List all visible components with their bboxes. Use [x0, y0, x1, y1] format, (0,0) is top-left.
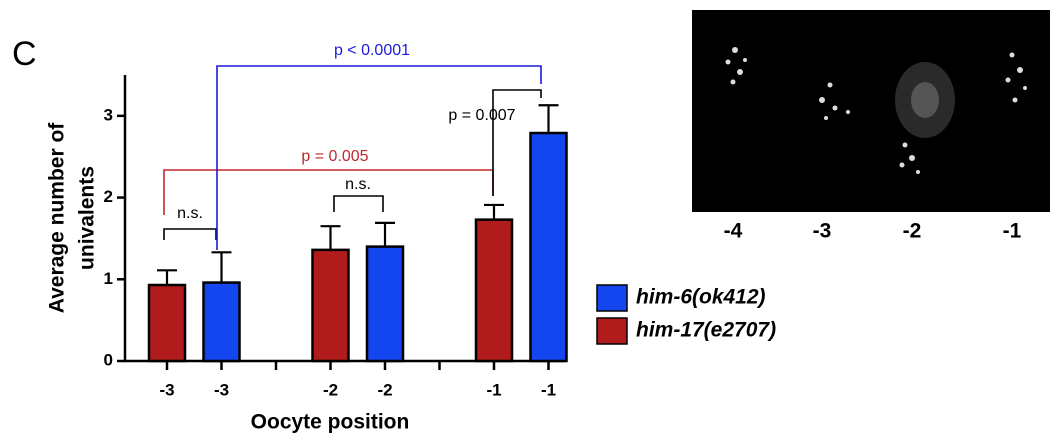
legend-label: him-6(ok412) [636, 286, 766, 309]
x-tick-label: -1 [541, 380, 556, 399]
annotation: p = 0.005 [301, 148, 368, 165]
microscopy-image [692, 10, 1050, 212]
bar [204, 283, 240, 361]
y-tick-label: 2 [104, 187, 113, 206]
bracket [334, 196, 383, 212]
y-tick-label: 3 [104, 105, 113, 124]
legend-label: him-17(e2707) [636, 319, 776, 342]
figure: C 0 1 2 3 -3 -3 -2 -2 -1 -1 Oocyte position Average… [0, 0, 1064, 438]
x-tick-label: -3 [159, 380, 174, 399]
legend-swatch [597, 318, 627, 344]
x-tick-label: -3 [214, 380, 229, 399]
panel-label: C [12, 35, 37, 73]
bar [367, 247, 403, 361]
bracket [164, 229, 216, 240]
y-axis-label: Average number of [46, 122, 69, 314]
bracket [164, 170, 493, 215]
x-axis-label: Oocyte position [251, 411, 410, 434]
x-tick-label: -2 [377, 380, 392, 399]
annotation: p = 0.007 [448, 107, 515, 124]
annotation: n.s. [177, 205, 203, 222]
y-axis-label: univalents [76, 166, 99, 270]
image-label: -3 [813, 220, 832, 243]
image-label: -4 [724, 220, 743, 243]
bar [531, 133, 567, 361]
image-label: -2 [903, 220, 922, 243]
bar [476, 220, 512, 361]
y-tick-label: 0 [104, 350, 113, 369]
x-tick-label: -1 [486, 380, 501, 399]
image-label: -1 [1003, 220, 1022, 243]
y-tick-label: 1 [104, 269, 113, 288]
x-tick-label: -2 [323, 380, 338, 399]
annotation: n.s. [345, 176, 371, 193]
bar [149, 285, 185, 361]
bar [313, 250, 349, 361]
legend-swatch [597, 285, 627, 311]
annotation: p < 0.0001 [334, 42, 410, 59]
